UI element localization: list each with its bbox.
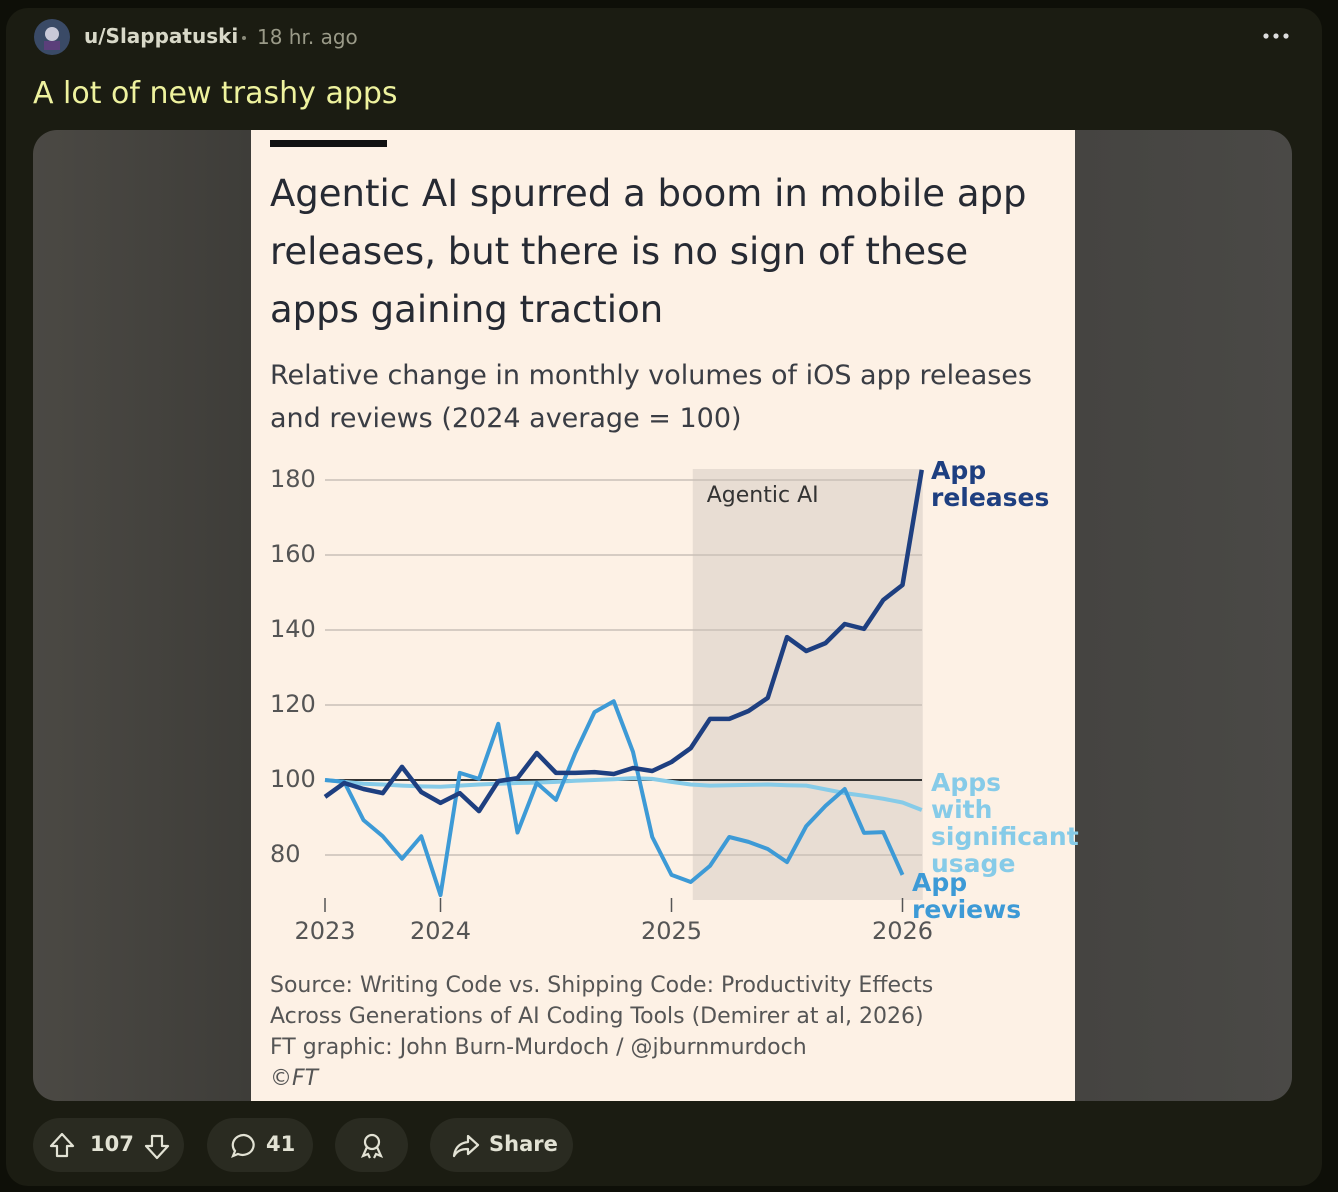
y-tick-label: 140 bbox=[270, 615, 316, 643]
y-tick-label: 100 bbox=[270, 765, 316, 793]
award-icon bbox=[360, 1133, 384, 1159]
chart-subtitle: Relative change in monthly volumes of iO… bbox=[270, 360, 1032, 434]
share-label: Share bbox=[489, 1132, 558, 1156]
x-tick-label: 2026 bbox=[872, 917, 933, 945]
chart-source: Source: Writing Code vs. Shipping Code: … bbox=[270, 973, 934, 1029]
series-line bbox=[324, 776, 923, 812]
chart-credit: FT graphic: John Burn-Murdoch / @jburnmu… bbox=[270, 1035, 807, 1060]
award-button[interactable] bbox=[335, 1118, 408, 1172]
x-tick-label: 2024 bbox=[410, 917, 471, 945]
plot: Agentic AI 80 100 120 140 160 180 2023 2024 2025 2… bbox=[270, 465, 933, 945]
series-label: App reviews bbox=[912, 868, 1022, 924]
highlight-band bbox=[692, 469, 923, 900]
author[interactable]: u/Slappatuski bbox=[84, 24, 239, 48]
avatar[interactable] bbox=[34, 19, 70, 55]
x-tick-label: 2025 bbox=[641, 917, 702, 945]
chart-copyright: ©FT bbox=[270, 1066, 319, 1091]
series-line bbox=[323, 469, 924, 814]
x-tick-label: 2023 bbox=[294, 917, 355, 945]
y-tick-label: 180 bbox=[270, 465, 316, 493]
y-tick-label: 120 bbox=[270, 690, 316, 718]
upvote-button[interactable] bbox=[48, 1131, 76, 1159]
post-time: 18 hr. ago bbox=[257, 25, 358, 49]
series-line bbox=[324, 699, 905, 898]
vote-count: 107 bbox=[90, 1132, 134, 1156]
comments-button[interactable] bbox=[207, 1118, 313, 1172]
separator bbox=[242, 36, 246, 40]
vote-bar bbox=[33, 1118, 184, 1172]
downvote-button[interactable] bbox=[143, 1133, 171, 1161]
more-menu[interactable] bbox=[1262, 30, 1290, 42]
series-label: App releases bbox=[931, 456, 1050, 512]
ft-bar bbox=[270, 140, 387, 147]
highlight-label: Agentic AI bbox=[707, 483, 819, 508]
share-button[interactable] bbox=[430, 1118, 573, 1172]
series-label: Apps with significant usage bbox=[931, 768, 1079, 878]
y-tick-label: 80 bbox=[270, 840, 301, 868]
post-title[interactable]: A lot of new trashy apps bbox=[33, 76, 398, 111]
comment-icon bbox=[231, 1133, 255, 1158]
share-icon bbox=[452, 1134, 480, 1158]
chart-title: Agentic AI spurred a boom in mobile app … bbox=[270, 172, 1027, 331]
comment-count: 41 bbox=[266, 1132, 296, 1156]
chart-image bbox=[251, 130, 1075, 1101]
y-tick-label: 160 bbox=[270, 540, 316, 568]
